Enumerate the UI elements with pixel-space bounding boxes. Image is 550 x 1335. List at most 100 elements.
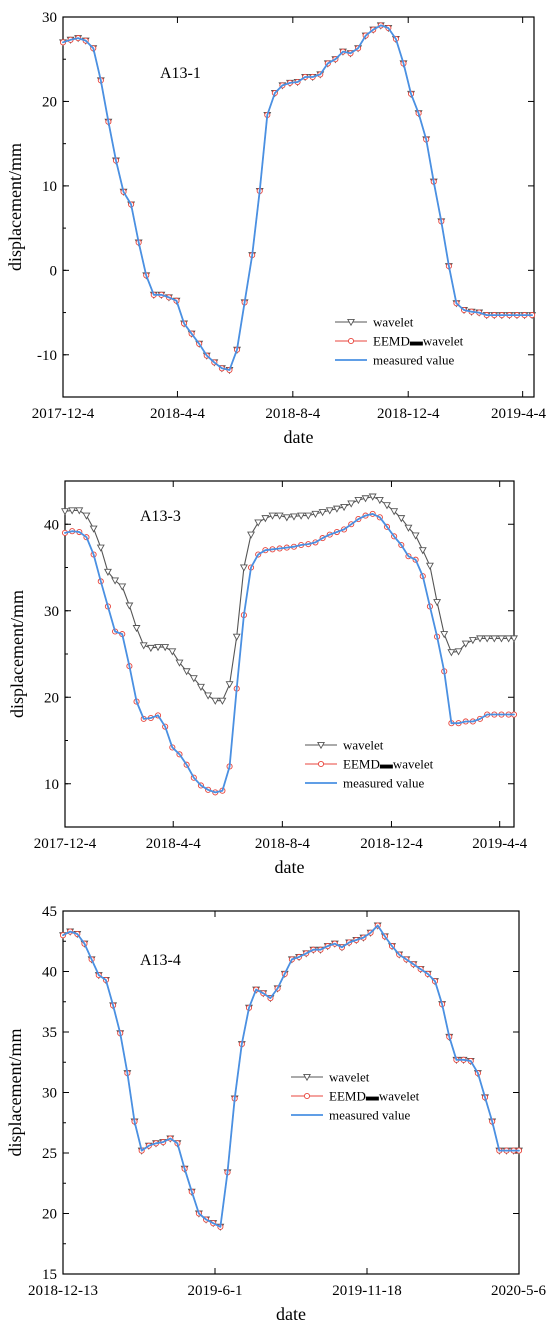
legend-swatch-marker (317, 760, 325, 768)
legend-swatch-marker (317, 741, 325, 750)
series-line (62, 924, 520, 1228)
data-point-marker (125, 602, 134, 610)
data-point-marker (96, 544, 105, 552)
data-point-marker (440, 631, 449, 639)
legend-swatch-marker (347, 337, 355, 345)
data-point-marker (282, 514, 291, 522)
y-tick-label: 10 (44, 777, 59, 793)
legend-entry-label: EEMD▬wavelet (343, 757, 434, 772)
x-tick-label: 2018-12-13 (28, 1283, 98, 1299)
chart-panel-a13-3: 10 20 30 40 2017-12-4 2018-4-4 2018-8-4 2018-12… (7, 480, 528, 877)
y-axis-label: displacement/mm (5, 1029, 25, 1157)
data-point-marker (182, 668, 191, 676)
x-tick-label: 2018-8-4 (265, 406, 320, 422)
series-measured-value (62, 924, 520, 1228)
data-point-marker (82, 512, 91, 520)
data-point-marker (139, 642, 148, 650)
series-wavelet (59, 22, 537, 375)
data-point-marker (497, 635, 506, 643)
data-point-marker (375, 497, 384, 505)
legend-entry-label: wavelet (373, 315, 414, 330)
data-point-marker (218, 697, 227, 705)
y-tick-label: 45 (42, 904, 57, 920)
y-tick-label: 30 (42, 1086, 57, 1102)
y-tick-label: 30 (44, 604, 59, 620)
data-point-marker (332, 505, 341, 513)
x-tick-label: 2019-4-4 (491, 406, 546, 422)
data-point-marker (433, 599, 442, 607)
data-point-marker (354, 497, 363, 505)
data-point-marker (189, 675, 198, 683)
data-point-marker (404, 524, 413, 532)
data-point-marker (304, 512, 313, 520)
data-point-marker (411, 532, 420, 540)
data-point-marker (383, 502, 391, 510)
data-point-marker (476, 635, 484, 643)
data-point-marker (247, 531, 256, 539)
data-point-marker (118, 583, 127, 591)
legend: wavelet EEMD▬wavelet measured value (335, 315, 464, 368)
series-line (62, 924, 520, 1228)
x-tick-label: 2017-12-4 (34, 836, 97, 852)
data-point-marker (68, 507, 77, 515)
data-point-marker (211, 697, 220, 705)
data-point-marker (361, 495, 370, 503)
data-point-marker (132, 625, 141, 633)
legend-entry-label: wavelet (329, 1070, 370, 1085)
legend-entry-label: measured value (329, 1108, 410, 1123)
series-line (62, 24, 533, 371)
data-point-marker (111, 577, 120, 585)
series-line (64, 496, 515, 702)
data-point-marker (225, 681, 234, 689)
y-axis-label: displacement/mm (7, 590, 27, 718)
plot-frame (64, 480, 515, 828)
data-point-marker (325, 507, 334, 515)
legend-entry-label: EEMD▬wavelet (329, 1089, 420, 1104)
legend-entry-label: EEMD▬wavelet (373, 334, 464, 349)
y-tick-label: 25 (42, 1146, 57, 1162)
data-point-marker (318, 509, 327, 517)
x-tick-label: 2019-11-18 (332, 1283, 401, 1299)
series-line (64, 513, 515, 793)
data-point-marker (268, 512, 277, 520)
data-point-marker (239, 564, 248, 572)
series-line (62, 24, 533, 371)
x-tick-label: 2020-5-6 (491, 1283, 546, 1299)
x-axis-label: date (276, 1304, 306, 1324)
series-eemd-wavelet (59, 922, 523, 1230)
x-tick-label: 2019-4-4 (472, 836, 527, 852)
data-point-marker (483, 635, 492, 643)
legend-swatch-marker (303, 1073, 311, 1082)
y-tick-label: -10 (37, 348, 57, 364)
legend-entry-label: measured value (373, 353, 454, 368)
series-eemd-wavelet (59, 22, 536, 374)
data-point-marker (103, 568, 112, 576)
data-point-marker (175, 659, 184, 667)
y-tick-label: 35 (42, 1025, 57, 1041)
y-tick-label: 30 (42, 10, 57, 26)
chart-panel-a13-4: 15 20 25 30 35 40 45 2018-12-13 2019-6-1 2019-11-… (5, 904, 546, 1324)
data-point-marker (468, 637, 477, 645)
data-point-marker (454, 648, 463, 656)
data-point-marker (89, 525, 98, 533)
y-tick-label: 10 (42, 179, 57, 195)
data-point-marker (340, 503, 349, 512)
x-tick-label: 2018-12-4 (377, 406, 440, 422)
legend: wavelet EEMD▬wavelet measured value (305, 738, 434, 791)
x-tick-label: 2018-4-4 (150, 406, 205, 422)
data-point-marker (461, 640, 470, 648)
data-point-marker (275, 512, 284, 520)
data-point-marker (232, 633, 241, 641)
plot-frame (62, 910, 520, 1275)
legend-swatch-marker (303, 1092, 311, 1100)
data-point-marker (297, 512, 306, 520)
data-point-marker (490, 635, 499, 643)
plot-frame (62, 16, 535, 398)
x-axis-label: date (275, 857, 305, 877)
series-eemd-wavelet (61, 510, 518, 796)
x-tick-label: 2018-4-4 (146, 836, 201, 852)
legend-entry-label: wavelet (343, 738, 384, 753)
data-point-marker (447, 649, 456, 657)
data-point-marker (254, 519, 263, 527)
